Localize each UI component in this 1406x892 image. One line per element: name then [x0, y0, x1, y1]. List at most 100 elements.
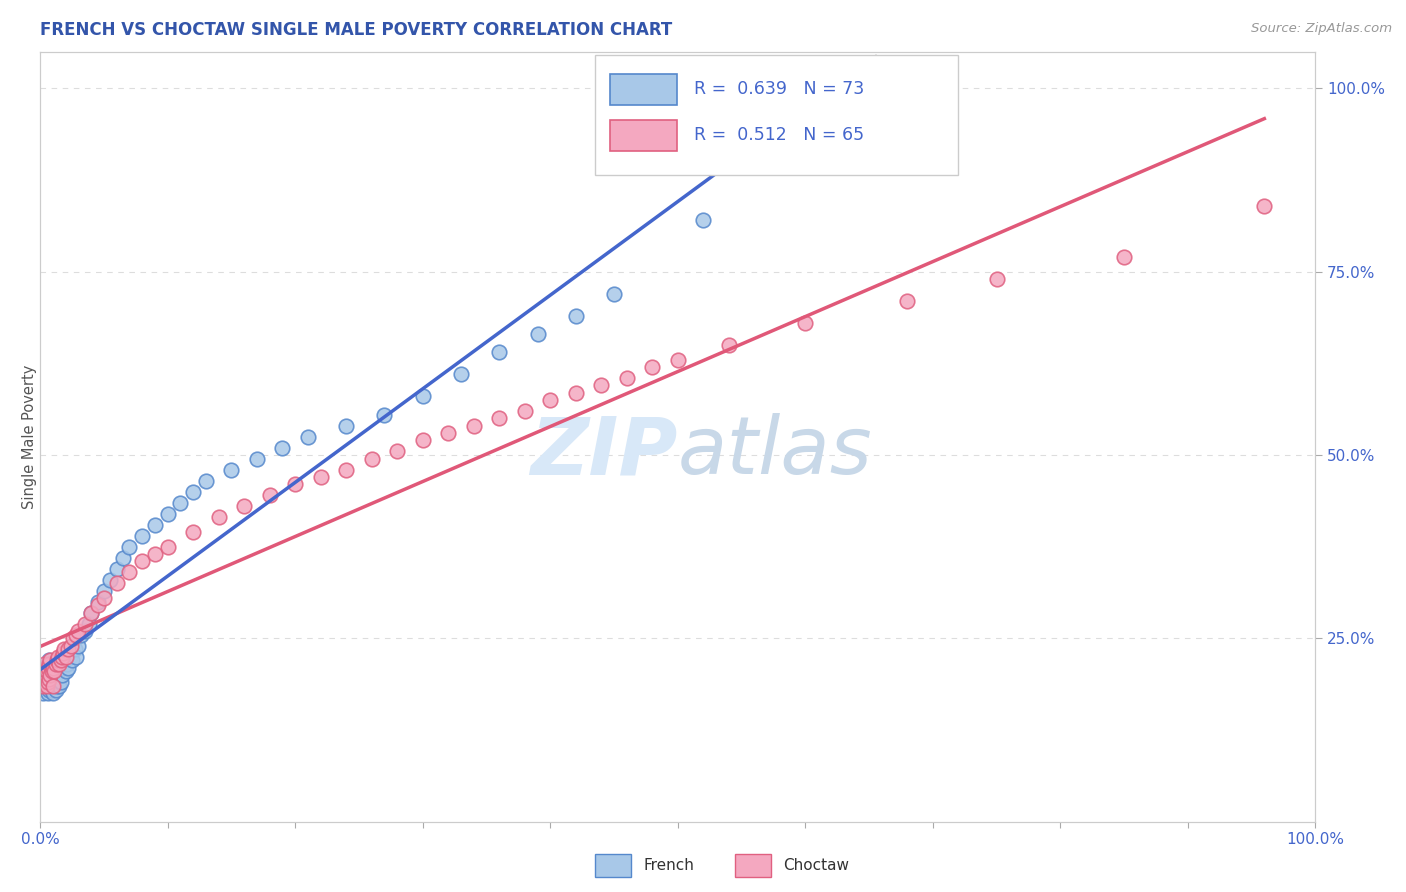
Point: [105, 576, 128, 591]
Point: [38, 657, 60, 671]
Point: [463, 418, 485, 433]
Point: [194, 474, 217, 488]
Y-axis label: Single Male Poverty: Single Male Poverty: [21, 365, 37, 508]
Point: [86, 594, 108, 608]
Text: R =  0.639   N = 73: R = 0.639 N = 73: [695, 80, 865, 98]
Point: [44, 682, 66, 697]
Point: [1112, 250, 1135, 264]
Point: [38, 682, 60, 697]
Point: [62, 632, 84, 646]
Point: [373, 408, 395, 422]
Point: [67, 639, 90, 653]
Point: [55, 665, 77, 679]
Point: [896, 293, 918, 308]
Point: [42, 661, 65, 675]
Point: [271, 441, 294, 455]
Point: [73, 624, 96, 638]
Point: [37, 661, 59, 675]
Point: [717, 338, 740, 352]
Point: [48, 657, 70, 671]
Point: [49, 675, 72, 690]
Point: [41, 657, 63, 671]
Point: [38, 653, 60, 667]
Point: [666, 352, 689, 367]
Point: [32, 672, 55, 686]
Point: [35, 679, 58, 693]
Point: [297, 429, 319, 443]
Text: Choctaw: Choctaw: [783, 858, 849, 873]
Point: [259, 488, 281, 502]
Point: [591, 378, 613, 392]
FancyBboxPatch shape: [595, 55, 959, 175]
FancyBboxPatch shape: [595, 854, 631, 877]
Point: [156, 507, 179, 521]
Point: [53, 657, 76, 671]
Point: [46, 675, 69, 690]
Point: [692, 213, 714, 227]
Point: [143, 547, 166, 561]
Point: [86, 599, 108, 613]
Point: [794, 111, 817, 125]
Point: [181, 484, 204, 499]
Point: [565, 385, 588, 400]
Point: [208, 510, 231, 524]
Point: [58, 642, 80, 657]
Text: French: French: [644, 858, 695, 873]
Point: [58, 649, 80, 664]
Point: [513, 404, 536, 418]
Point: [49, 653, 72, 667]
Point: [284, 477, 307, 491]
Point: [118, 540, 141, 554]
Point: [42, 672, 65, 686]
Point: [233, 500, 256, 514]
Point: [156, 540, 179, 554]
Point: [46, 649, 69, 664]
Point: [42, 686, 65, 700]
Point: [98, 573, 121, 587]
Point: [63, 642, 86, 657]
Point: [51, 649, 73, 664]
Point: [45, 653, 67, 667]
Point: [221, 462, 243, 476]
Point: [38, 668, 60, 682]
Point: [56, 657, 79, 671]
Point: [37, 686, 59, 700]
Point: [1253, 198, 1275, 212]
Point: [41, 682, 63, 697]
Point: [93, 591, 115, 605]
Text: ZIP: ZIP: [530, 413, 678, 491]
Point: [450, 368, 472, 382]
Point: [67, 624, 90, 638]
Point: [53, 642, 76, 657]
Text: R =  0.512   N = 65: R = 0.512 N = 65: [695, 127, 865, 145]
Point: [169, 495, 191, 509]
Point: [34, 668, 56, 682]
Point: [60, 653, 83, 667]
Point: [32, 661, 55, 675]
Point: [526, 326, 548, 341]
Point: [48, 665, 70, 679]
Point: [37, 657, 59, 671]
Point: [309, 470, 332, 484]
Point: [55, 649, 77, 664]
Point: [246, 451, 269, 466]
Text: atlas: atlas: [678, 413, 873, 491]
Point: [37, 675, 59, 690]
Point: [437, 425, 460, 440]
FancyBboxPatch shape: [610, 74, 676, 104]
Point: [131, 528, 153, 542]
Point: [31, 686, 53, 700]
Point: [603, 286, 626, 301]
Point: [80, 606, 103, 620]
Point: [181, 524, 204, 539]
Point: [41, 665, 63, 679]
Point: [986, 272, 1008, 286]
Point: [65, 628, 87, 642]
Point: [32, 657, 55, 671]
Point: [70, 628, 93, 642]
Point: [39, 679, 62, 693]
Point: [45, 657, 67, 671]
Point: [360, 451, 382, 466]
Point: [44, 679, 66, 693]
Point: [46, 661, 69, 675]
